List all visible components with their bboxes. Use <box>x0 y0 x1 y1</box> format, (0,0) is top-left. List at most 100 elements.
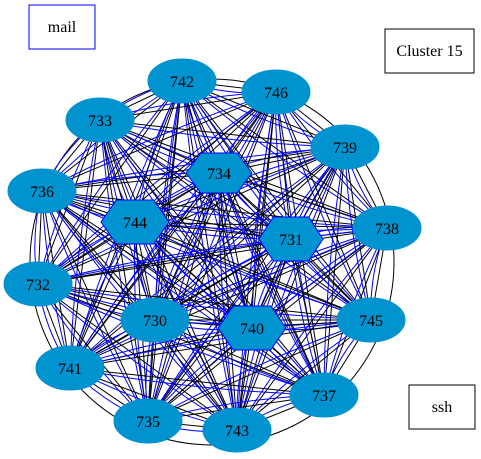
node-730: 730 <box>120 297 190 343</box>
ssh-edge-736-731 <box>41 190 292 240</box>
node-733-label: 733 <box>88 113 112 130</box>
node-744: 744 <box>100 199 170 245</box>
mail-edge-742-737 <box>181 80 325 396</box>
mail-edge-736-740 <box>41 190 253 329</box>
node-731-label: 731 <box>279 232 303 249</box>
node-739: 739 <box>310 124 380 170</box>
ssh-edge-746-730 <box>154 91 277 321</box>
mail-edge-732-743 <box>37 283 238 431</box>
mail-edge-744-745 <box>134 221 372 321</box>
node-734: 734 <box>185 152 253 194</box>
node-730-shape <box>120 297 190 343</box>
node-732-label: 732 <box>26 277 50 294</box>
ssh-edge-736-737 <box>41 190 325 396</box>
legend-ssh-box <box>408 384 476 430</box>
node-742: 742 <box>147 58 217 104</box>
node-745-shape <box>336 297 406 343</box>
ssh-edge-731-741 <box>69 238 292 369</box>
node-736: 736 <box>7 168 77 214</box>
ssh-edge-731-737 <box>290 238 325 396</box>
node-744-label: 744 <box>123 215 147 232</box>
node-737-label: 737 <box>312 388 336 405</box>
ssh-edge-745-743 <box>236 319 372 431</box>
mail-edge-738-743 <box>236 227 388 431</box>
node-738-label: 738 <box>375 221 399 238</box>
ssh-edge-742-735 <box>147 80 183 422</box>
nodes-layer: 742 746 733 739 734 736 744 738 731 732 730 740 745 7… <box>3 58 422 453</box>
node-740: 740 <box>217 305 287 351</box>
node-746: 746 <box>241 69 311 115</box>
ssh-edge-733-739 <box>99 119 346 148</box>
mail-edge-742-738 <box>181 80 388 229</box>
node-736-label: 736 <box>30 184 54 201</box>
mail-edge-733-737 <box>99 119 325 396</box>
node-741-label: 741 <box>58 361 82 378</box>
ssh-edge-742-745 <box>181 80 372 321</box>
ssh-edge-746-736 <box>41 91 277 192</box>
ssh-edge-736-738 <box>41 190 388 229</box>
legend-mail-box <box>28 4 96 50</box>
node-730-label: 730 <box>143 313 167 330</box>
node-736-shape <box>7 168 77 214</box>
ssh-edge-739-732 <box>37 146 346 285</box>
legend-cluster-label: Cluster 15 <box>396 43 462 60</box>
ssh-edge-731-732 <box>37 238 292 285</box>
node-744-shape <box>100 199 170 245</box>
node-746-shape <box>241 69 311 115</box>
node-739-label: 739 <box>333 140 357 157</box>
ssh-edge-734-740 <box>218 172 253 329</box>
node-734-shape <box>185 152 253 194</box>
ssh-edge-746-745 <box>275 91 372 321</box>
node-734-label: 734 <box>207 166 231 183</box>
node-746-label: 746 <box>264 85 288 102</box>
node-743: 743 <box>202 407 272 453</box>
ssh-edge-734-743 <box>218 172 238 431</box>
legend-ssh-label: ssh <box>432 399 452 416</box>
ssh-edge-733-745 <box>99 119 372 321</box>
node-742-label: 742 <box>170 74 194 91</box>
mail-edge-744-737 <box>134 221 325 396</box>
mail-edge-746-732 <box>37 91 277 285</box>
legend-cluster: Cluster 15 <box>384 28 475 74</box>
node-738-shape <box>352 205 422 251</box>
node-733: 733 <box>65 97 135 143</box>
node-732: 732 <box>3 261 73 307</box>
ssh-edge-746-732 <box>37 91 277 285</box>
legend-mail-label: mail <box>48 19 77 36</box>
ssh-edge-733-743 <box>99 119 238 431</box>
node-741-shape <box>35 345 105 391</box>
node-732-shape <box>3 261 73 307</box>
legend-cluster-box <box>384 28 475 74</box>
mail-edge-738-732 <box>37 227 388 285</box>
ssh-edge-745-735 <box>147 319 372 422</box>
mail-edge-745-741 <box>69 319 372 369</box>
node-743-label: 743 <box>225 423 249 440</box>
ssh-edge-732-745 <box>37 283 372 321</box>
ssh-edge-738-732 <box>37 227 388 285</box>
ssh-edge-738-741 <box>69 227 388 369</box>
node-742-shape <box>147 58 217 104</box>
node-739-shape <box>310 124 380 170</box>
ssh-edge-744-745 <box>134 221 372 321</box>
ssh-edge-741-737 <box>69 367 325 396</box>
mail-edge-746-743 <box>236 91 277 431</box>
node-743-shape <box>202 407 272 453</box>
node-735: 735 <box>113 398 183 444</box>
legend-ssh: ssh <box>408 384 476 430</box>
mail-edge-742-745 <box>181 80 372 321</box>
node-741: 741 <box>35 345 105 391</box>
mail-edge-734-737 <box>218 172 325 396</box>
node-737: 737 <box>289 372 359 418</box>
node-731: 731 <box>258 216 324 262</box>
node-745: 745 <box>336 297 406 343</box>
ssh-edge-746-740 <box>251 91 277 329</box>
node-738: 738 <box>352 205 422 251</box>
ssh-edge-739-741 <box>69 146 346 369</box>
legend-mail: mail <box>28 4 96 50</box>
mail-edge-746-735 <box>147 91 277 422</box>
ssh-edge-744-738 <box>134 221 388 229</box>
mail-edge-736-737 <box>41 190 325 396</box>
ssh-edge-736-745 <box>41 190 372 321</box>
node-733-shape <box>65 97 135 143</box>
